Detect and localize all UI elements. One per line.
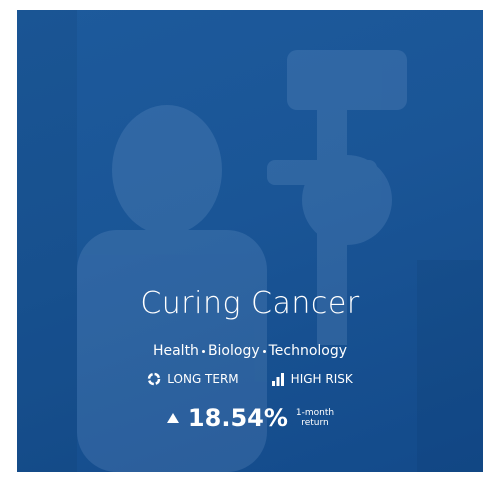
return-value: 18.54% [188,404,288,432]
up-arrow [166,412,180,424]
card-title: Curing Cancer [17,286,483,321]
horizon-badge: LONG TERM [167,372,238,386]
tag: Biology [208,343,260,359]
page: Curing Cancer Health Biology Technology LO… [0,0,499,489]
horizon-icon [147,372,161,386]
return-caption: 1-month return [296,408,334,428]
tag: Technology [269,343,347,359]
risk-badge: HIGH RISK [291,372,353,386]
return-label: return [296,418,334,428]
tag: Health [153,343,199,359]
badges: LONG TERM HIGH RISK [17,372,483,386]
risk-icon [271,372,285,386]
background-photo [17,10,483,472]
card[interactable]: Curing Cancer Health Biology Technology LO… [17,10,483,472]
performance: 18.54% 1-month return [17,404,483,432]
tag-list: Health Biology Technology [17,343,483,359]
separator [263,350,266,353]
separator [202,350,205,353]
return-period: 1-month [296,408,334,418]
